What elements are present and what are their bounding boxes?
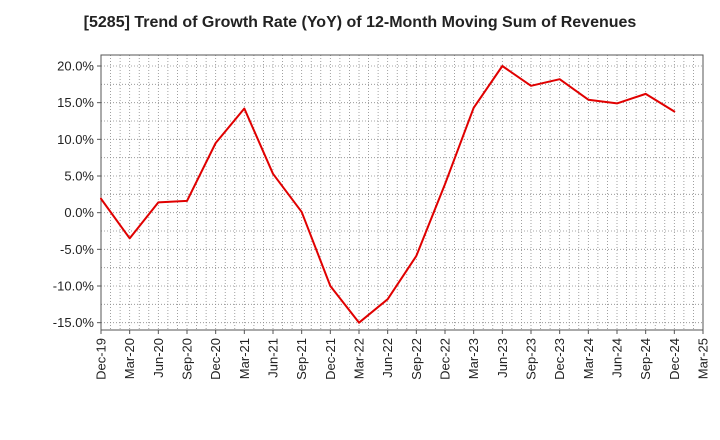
x-tick-label: Sep-20 <box>180 338 195 380</box>
series-line <box>100 65 676 324</box>
x-tick-label: Dec-22 <box>438 338 453 380</box>
x-tick-label: Sep-22 <box>409 338 424 380</box>
chart-title: [5285] Trend of Growth Rate (YoY) of 12-… <box>83 14 637 31</box>
x-tick-label: Jun-22 <box>380 338 395 378</box>
x-tick-label: Dec-24 <box>667 338 682 380</box>
x-tick-label: Jun-23 <box>495 338 510 378</box>
y-tick-label: 5.0% <box>64 169 94 184</box>
x-tick-label: Mar-25 <box>696 338 711 379</box>
x-tick-label: Mar-23 <box>466 338 481 379</box>
y-tick-label: -5.0% <box>60 242 94 257</box>
x-tick-label: Dec-20 <box>208 338 223 380</box>
x-tick-label: Dec-21 <box>323 338 338 380</box>
y-tick-label: 15.0% <box>57 95 94 110</box>
x-tick-label: Mar-24 <box>581 338 596 379</box>
y-tick-label: 20.0% <box>57 59 94 74</box>
x-tick-label: Sep-23 <box>524 338 539 380</box>
x-tick-label: Dec-19 <box>94 338 109 380</box>
x-tick-label: Jun-21 <box>266 338 281 378</box>
x-tick-label: Sep-21 <box>294 338 309 380</box>
y-tick-label: -15.0% <box>53 315 95 330</box>
x-tick-label: Jun-24 <box>610 338 625 378</box>
x-tick-label: Jun-20 <box>151 338 166 378</box>
x-tick-label: Mar-21 <box>237 338 252 379</box>
y-tick-label: -10.0% <box>53 279 95 294</box>
x-tick-label: Dec-23 <box>552 338 567 380</box>
y-tick-label: 10.0% <box>57 132 94 147</box>
x-tick-label: Sep-24 <box>638 338 653 380</box>
x-tick-label: Mar-20 <box>122 338 137 379</box>
y-tick-label: 0.0% <box>64 205 94 220</box>
x-tick-label: Mar-22 <box>352 338 367 379</box>
plot-frame <box>100 54 704 331</box>
